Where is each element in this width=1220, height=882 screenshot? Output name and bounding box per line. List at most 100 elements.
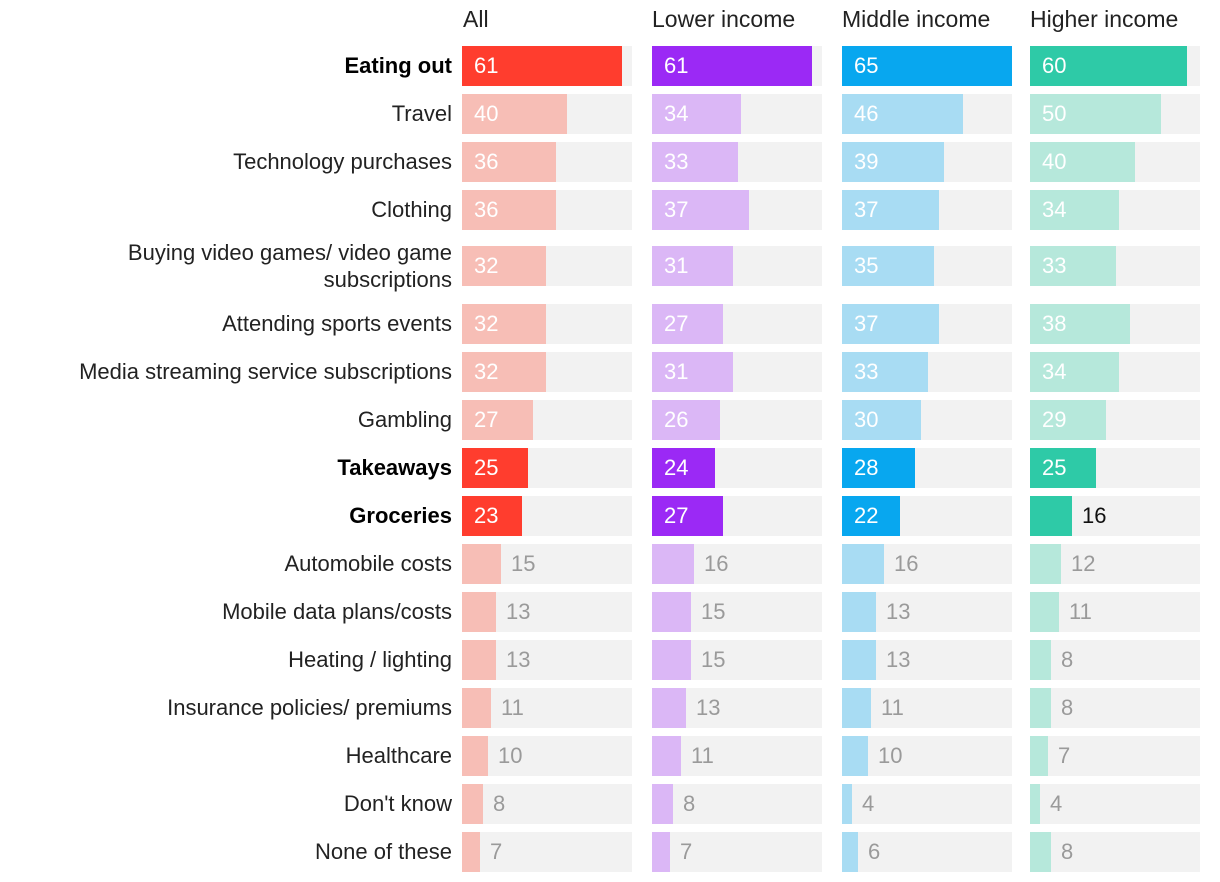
data-label: 40 [1042,149,1067,174]
bar-track: 7 [1030,736,1200,776]
row-label-attending-sports-events: Attending sports events [222,311,452,336]
bar-all-heating-lighting [462,640,496,680]
bar-all-healthcare [462,736,488,776]
bar-track: 22 [842,496,1012,536]
data-label: 37 [854,197,879,222]
bar-track: 16 [842,544,1012,584]
bar-track: 10 [462,736,632,776]
data-label: 7 [680,839,693,864]
bar-track: 34 [1030,190,1200,230]
bar-lower-income-takeaways [652,448,715,488]
data-label: 11 [1069,599,1092,624]
row-label-technology-purchases: Technology purchases [233,149,452,174]
bar-track: 23 [462,496,632,536]
data-label: 40 [474,101,499,126]
data-label: 37 [854,311,879,336]
row-label-mobile-data-plans-costs: Mobile data plans/costs [222,599,452,624]
bar-track: 15 [462,544,632,584]
column-header-middle-income: Middle income [842,6,991,32]
data-label: 23 [474,503,499,528]
bar-all-clothing [462,190,556,230]
bar-lower-income-none-of-these [652,832,670,872]
bar-track: 8 [1030,688,1200,728]
data-label: 28 [854,455,879,480]
bar-higher-income-takeaways [1030,448,1096,488]
bar-all-don-t-know [462,784,483,824]
bar-track: 37 [842,304,1012,344]
data-label: 37 [664,197,689,222]
bar-track: 13 [462,592,632,632]
data-label: 12 [1071,551,1096,576]
bar-middle-income-media-streaming-service-subscriptions [842,352,928,392]
row-label-groceries: Groceries [349,503,452,528]
data-label: 25 [474,455,499,480]
data-label: 33 [664,149,689,174]
bar-track: 33 [652,142,822,182]
data-label: 30 [854,407,879,432]
bar-track: 4 [1030,784,1200,824]
data-label: 10 [878,743,903,768]
data-label: 16 [1082,503,1107,528]
row-label-clothing: Clothing [371,197,452,222]
data-label: 29 [1042,407,1067,432]
bar-track: 11 [1030,592,1200,632]
bar-lower-income-heating-lighting [652,640,691,680]
bar-higher-income-technology-purchases [1030,142,1135,182]
data-label: 27 [664,503,689,528]
row-label-heating-lighting: Heating / lighting [288,647,452,672]
bar-all-automobile-costs [462,544,501,584]
bar-lower-income-don-t-know [652,784,673,824]
row-label-travel: Travel [391,101,452,126]
bar-all-groceries [462,496,522,536]
bar-track: 32 [462,304,632,344]
data-label: 38 [1042,311,1067,336]
bar-middle-income-technology-purchases [842,142,944,182]
bar-track: 31 [652,352,822,392]
bar-track: 15 [652,640,822,680]
bar-lower-income-automobile-costs [652,544,694,584]
data-label: 13 [886,599,911,624]
data-label: 31 [664,253,689,278]
data-label: 11 [881,695,904,720]
data-label: 16 [894,551,919,576]
bar-track: 7 [652,832,822,872]
bar-all-insurance-policies-premiums [462,688,491,728]
bar-track: 25 [1030,448,1200,488]
bar-track: 16 [1030,496,1200,536]
bar-track: 33 [1030,246,1200,286]
row-label-healthcare: Healthcare [345,743,452,768]
bar-lower-income-gambling [652,400,720,440]
data-label: 8 [1061,695,1074,720]
bar-track: 6 [842,832,1012,872]
bar-track: 36 [462,190,632,230]
bar-higher-income-gambling [1030,400,1106,440]
data-label: 32 [474,253,499,278]
bar-higher-income-buying-video-games-video-game-subscriptions [1030,246,1116,286]
bar-higher-income-attending-sports-events [1030,304,1130,344]
bar-track: 11 [462,688,632,728]
bar-lower-income-eating-out [652,46,812,86]
bar-track: 40 [1030,142,1200,182]
data-label: 31 [664,359,689,384]
bar-all-buying-video-games-video-game-subscriptions [462,246,546,286]
bar-track: 35 [842,246,1012,286]
row-label-eating-out: Eating out [344,53,452,78]
data-label: 27 [664,311,689,336]
row-label-don-t-know: Don't know [343,791,452,816]
bar-track: 38 [1030,304,1200,344]
bar-higher-income-heating-lighting [1030,640,1051,680]
bar-lower-income-clothing [652,190,749,230]
bar-track: 46 [842,94,1012,134]
data-label: 61 [474,53,499,78]
column-header-all: All [463,6,489,32]
bar-all-eating-out [462,46,622,86]
bar-lower-income-mobile-data-plans-costs [652,592,691,632]
bar-track: 27 [462,400,632,440]
bar-track: 37 [652,190,822,230]
bar-track: 32 [462,352,632,392]
bar-track: 39 [842,142,1012,182]
bar-track: 65 [842,46,1012,86]
bar-track: 60 [1030,46,1200,86]
bar-track: 37 [842,190,1012,230]
